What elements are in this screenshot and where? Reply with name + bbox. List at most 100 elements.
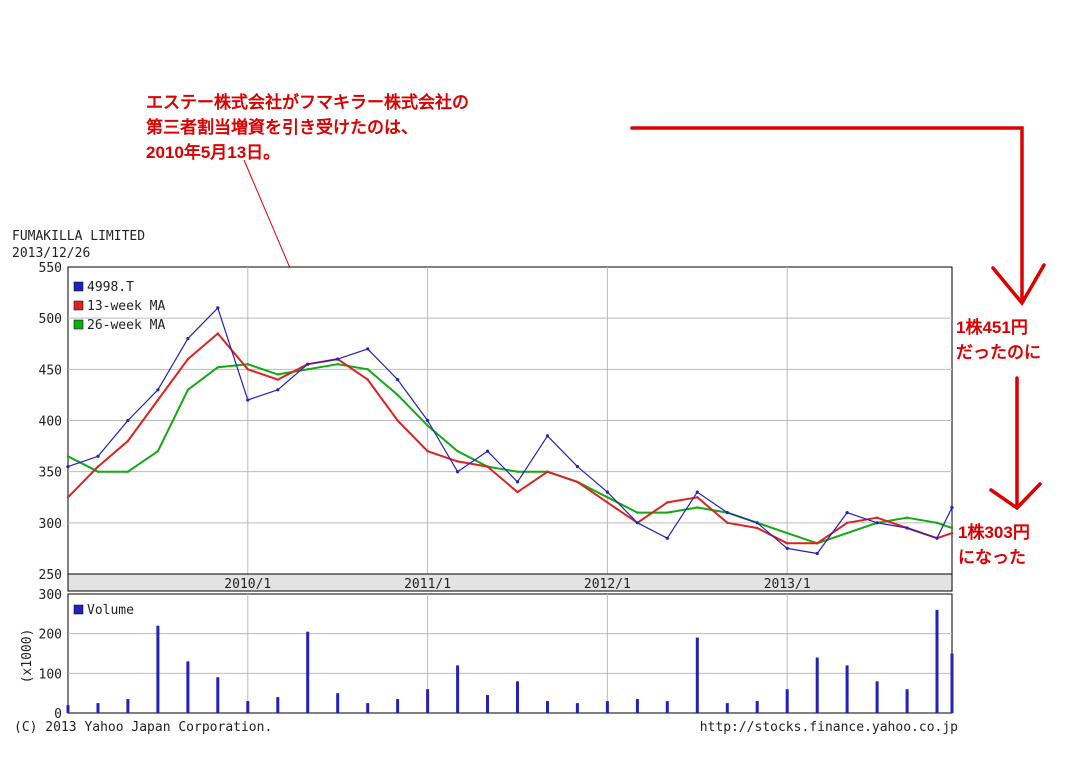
volume-bar xyxy=(950,653,954,713)
series-point xyxy=(276,388,280,392)
series-point xyxy=(666,511,669,514)
price-panel: 250 300 350 400 450 500 550 4998.T 13-week MA … xyxy=(39,261,954,583)
copyright: (C) 2013 Yahoo Japan Corporation. xyxy=(14,720,272,735)
series-point xyxy=(875,521,879,525)
series-point xyxy=(246,368,249,371)
series-point xyxy=(456,450,459,453)
series-point xyxy=(276,378,279,381)
series-point xyxy=(815,551,819,556)
series-point xyxy=(306,362,310,366)
volume-bar xyxy=(755,701,759,713)
legend-label-ma13: 13-week MA xyxy=(87,299,165,314)
volume-bar xyxy=(905,689,909,713)
company-name: FUMAKILLA LIMITED xyxy=(12,229,145,244)
note-after-line-2: になった xyxy=(958,548,1026,567)
date-ticks: 2010/1 2011/1 2012/1 2013/1 xyxy=(224,577,810,592)
volume-bar xyxy=(695,637,699,713)
volume-bar xyxy=(156,625,160,713)
series-point xyxy=(786,531,789,535)
series-point xyxy=(96,465,100,468)
volume-bar xyxy=(216,677,220,713)
series-point xyxy=(186,388,190,391)
arrow-mid-head xyxy=(989,482,1042,511)
series-point xyxy=(66,496,70,499)
source-link[interactable]: http://stocks.finance.yahoo.co.jp xyxy=(700,720,958,735)
volume-y-tick-label: 0 xyxy=(54,707,62,722)
legend-label-price: 4998.T xyxy=(87,280,134,295)
series-point xyxy=(515,480,520,484)
annotation-line-2: 第三者割当増資を引き受けたのは、 xyxy=(146,117,418,137)
series-point xyxy=(486,465,489,468)
series-point xyxy=(126,470,130,473)
series-point xyxy=(485,449,490,453)
series-point xyxy=(605,490,610,494)
series-point xyxy=(186,357,190,361)
note-before-line-1: 1株451円 xyxy=(956,317,1028,337)
volume-grid xyxy=(68,594,952,713)
volume-bar xyxy=(426,689,430,713)
series-point xyxy=(156,388,160,392)
side-notes: 1株451円 だったのに 1株303円 になった xyxy=(956,317,1041,567)
volume-bar xyxy=(246,701,250,713)
series-point xyxy=(950,505,954,510)
legend-swatch-ma13 xyxy=(73,300,84,311)
price-legend: 4998.T 13-week MA 26-week MA xyxy=(73,280,165,333)
series-point xyxy=(426,450,429,453)
series-point xyxy=(875,516,879,519)
series-point xyxy=(396,378,400,382)
series-point xyxy=(396,419,399,422)
price-y-ticks: 250 300 350 400 450 500 550 xyxy=(39,261,62,583)
series-point xyxy=(246,398,250,402)
volume-bar xyxy=(845,665,849,713)
annotation-line-1: エステー株式会社がフマキラー株式会社の xyxy=(146,92,469,112)
volume-bar xyxy=(725,703,729,713)
series-point xyxy=(696,496,699,499)
legend-swatch-ma26 xyxy=(73,319,84,330)
note-before-line-2: だったのに xyxy=(956,343,1041,362)
volume-bar xyxy=(396,699,400,713)
volume-y-ticks: 0 100 200 300 xyxy=(39,588,62,722)
series-point xyxy=(276,373,279,376)
legend-swatch-price xyxy=(73,281,84,292)
volume-bar xyxy=(575,703,579,713)
series-point xyxy=(905,516,909,519)
date-tick-label: 2011/1 xyxy=(404,577,451,592)
volume-bar xyxy=(336,693,340,713)
series-point xyxy=(426,418,430,423)
volume-y-tick-label: 200 xyxy=(39,628,62,643)
series-point xyxy=(786,542,789,545)
price-y-tick-label: 400 xyxy=(39,415,62,430)
price-y-tick-label: 500 xyxy=(39,312,62,327)
series-point xyxy=(126,418,130,423)
volume-bar xyxy=(186,661,190,713)
annotation-line-3: 2010年5月13日。 xyxy=(146,142,280,162)
arrow-top-path xyxy=(630,126,1024,302)
volume-bar xyxy=(126,699,130,713)
volume-y-tick-label: 100 xyxy=(39,667,62,682)
series-point xyxy=(66,455,70,458)
series-point xyxy=(216,332,219,335)
chart-date: 2013/12/26 xyxy=(12,246,90,261)
date-tick-label: 2013/1 xyxy=(764,577,811,592)
series-point xyxy=(516,490,519,494)
series-point xyxy=(950,531,954,535)
annotation-text: エステー株式会社がフマキラー株式会社の 第三者割当増資を引き受けたのは、 201… xyxy=(146,92,469,162)
series-point xyxy=(606,496,609,499)
series-point xyxy=(726,521,729,524)
series-point xyxy=(666,501,669,504)
arrow-top-head xyxy=(991,263,1046,307)
series-point xyxy=(785,546,789,551)
series-point xyxy=(396,393,399,397)
series-point xyxy=(516,470,519,473)
volume-bar xyxy=(66,705,70,713)
series-point xyxy=(575,465,580,469)
series-point xyxy=(156,398,160,402)
volume-bar xyxy=(306,631,310,713)
series-point xyxy=(426,424,429,427)
series-point xyxy=(845,531,849,535)
volume-bar xyxy=(276,697,280,713)
volume-y-tick-label: 300 xyxy=(39,588,62,603)
series-point xyxy=(725,510,729,515)
series-point xyxy=(576,480,579,484)
